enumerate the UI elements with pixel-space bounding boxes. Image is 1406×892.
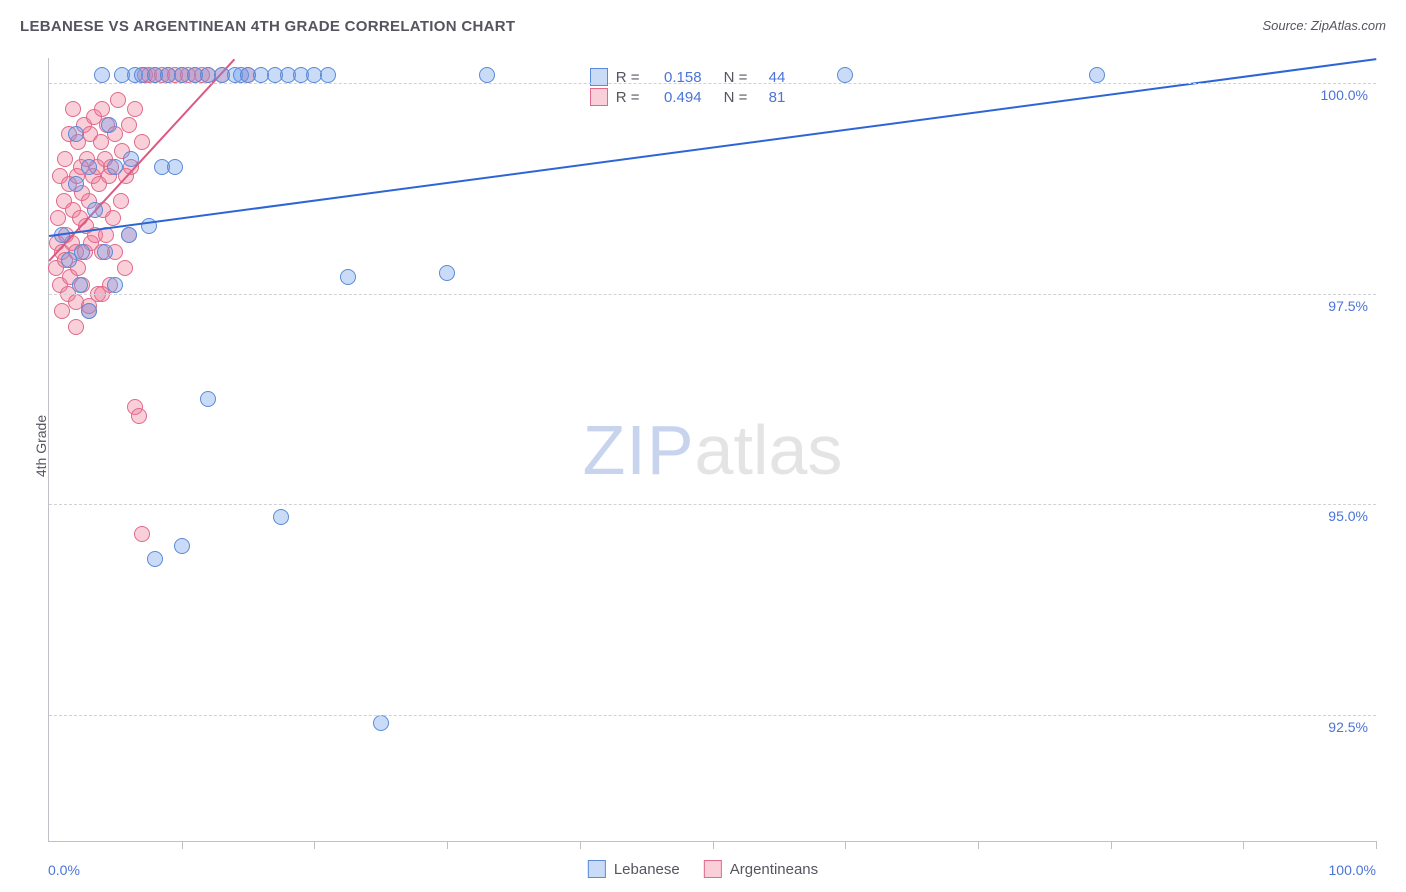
data-point-lebanese (479, 67, 495, 83)
x-axis-max-label: 100.0% (1329, 862, 1376, 878)
data-point-lebanese (68, 126, 84, 142)
data-point-argentineans (131, 408, 147, 424)
data-point-argentineans (57, 151, 73, 167)
x-tick (447, 841, 448, 849)
y-tick-label: 95.0% (1328, 508, 1368, 524)
data-point-lebanese (167, 159, 183, 175)
data-point-lebanese (81, 159, 97, 175)
data-point-argentineans (134, 526, 150, 542)
x-tick (1376, 841, 1377, 849)
n-label: N = (724, 89, 748, 106)
data-point-lebanese (320, 67, 336, 83)
x-tick (580, 841, 581, 849)
r-value-argentineans: 0.494 (648, 89, 702, 106)
data-point-lebanese (174, 538, 190, 554)
legend-swatch-argentineans (704, 860, 722, 878)
x-tick (845, 841, 846, 849)
data-point-lebanese (1089, 67, 1105, 83)
data-point-lebanese (97, 244, 113, 260)
data-point-argentineans (134, 134, 150, 150)
data-point-argentineans (50, 210, 66, 226)
legend-item-lebanese: Lebanese (588, 860, 680, 878)
data-point-lebanese (273, 509, 289, 525)
legend-label-lebanese: Lebanese (614, 861, 680, 878)
y-axis-label: 4th Grade (33, 415, 49, 477)
gridline-h (49, 83, 1376, 84)
data-point-lebanese (121, 227, 137, 243)
data-point-lebanese (94, 67, 110, 83)
scatter-plot (49, 58, 1376, 841)
x-tick (978, 841, 979, 849)
x-tick (182, 841, 183, 849)
data-point-lebanese (72, 277, 88, 293)
y-tick-label: 100.0% (1321, 87, 1368, 103)
source-credit: Source: ZipAtlas.com (1262, 18, 1386, 33)
data-point-lebanese (107, 159, 123, 175)
data-point-lebanese (373, 715, 389, 731)
data-point-lebanese (123, 151, 139, 167)
legend-swatch-argentineans (590, 88, 608, 106)
data-point-lebanese (439, 265, 455, 281)
y-tick-label: 97.5% (1328, 298, 1368, 314)
legend-item-argentineans: Argentineans (704, 860, 818, 878)
legend-stats-row-argentineans: R = 0.494 N = 81 (590, 88, 786, 106)
data-point-lebanese (74, 244, 90, 260)
data-point-lebanese (340, 269, 356, 285)
data-point-lebanese (147, 551, 163, 567)
data-point-argentineans (110, 92, 126, 108)
x-axis-min-label: 0.0% (48, 862, 80, 878)
series-legend: Lebanese Argentineans (588, 860, 818, 878)
x-tick (713, 841, 714, 849)
data-point-argentineans (65, 101, 81, 117)
n-value-argentineans: 81 (755, 89, 785, 106)
chart-header: LEBANESE VS ARGENTINEAN 4TH GRADE CORREL… (20, 18, 1386, 48)
gridline-h (49, 715, 1376, 716)
gridline-h (49, 294, 1376, 295)
data-point-argentineans (68, 319, 84, 335)
chart-plot-area: ZIPatlas R =0.158N =44R =0.494N =81 100.… (48, 58, 1376, 842)
chart-title: LEBANESE VS ARGENTINEAN 4TH GRADE CORREL… (20, 18, 515, 35)
data-point-lebanese (87, 202, 103, 218)
x-tick (314, 841, 315, 849)
gridline-h (49, 504, 1376, 505)
data-point-argentineans (113, 193, 129, 209)
source-prefix: Source: (1262, 18, 1310, 33)
x-tick (1111, 841, 1112, 849)
data-point-lebanese (101, 117, 117, 133)
data-point-lebanese (81, 303, 97, 319)
data-point-lebanese (68, 176, 84, 192)
x-tick (1243, 841, 1244, 849)
legend-swatch-lebanese (588, 860, 606, 878)
r-label: R = (616, 89, 640, 106)
legend-label-argentineans: Argentineans (730, 861, 818, 878)
data-point-argentineans (117, 260, 133, 276)
data-point-argentineans (105, 210, 121, 226)
data-point-argentineans (121, 117, 137, 133)
data-point-lebanese (200, 391, 216, 407)
y-tick-label: 92.5% (1328, 719, 1368, 735)
data-point-argentineans (94, 101, 110, 117)
data-point-lebanese (837, 67, 853, 83)
source-name: ZipAtlas.com (1311, 18, 1386, 33)
data-point-lebanese (107, 277, 123, 293)
data-point-argentineans (93, 134, 109, 150)
correlation-legend: R =0.158N =44R =0.494N =81 (580, 62, 796, 112)
data-point-argentineans (127, 101, 143, 117)
